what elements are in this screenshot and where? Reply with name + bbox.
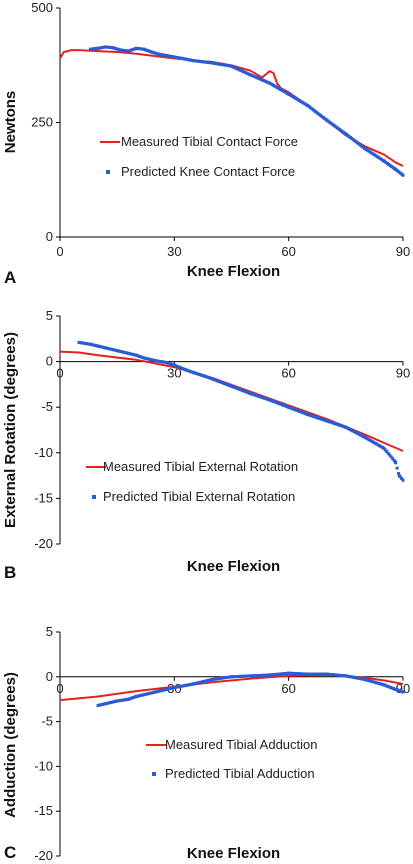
y-tick-label: 5 [46,308,53,323]
y-tick-label: 0 [46,354,53,369]
predicted-point [386,451,390,455]
predicted-point [394,461,398,465]
y-tick-label: -20 [34,536,53,551]
predicted-point [401,173,405,177]
y-axis-title: Newtons [2,91,19,154]
y-tick-label: -10 [34,758,53,773]
predicted-point [389,455,393,459]
predicted-point [401,690,405,694]
chart-panel-a: 0 250 500 0 30 60 90 Knee Flexion Newtons A Measur… [2,0,410,287]
panel-label: B [4,563,16,582]
predicted-point [382,446,386,450]
predicted-point [398,475,402,479]
x-tick-label: 0 [56,366,63,381]
x-tick-label: 30 [167,366,181,381]
legend: Measured Tibial External Rotation Predict… [86,459,298,504]
y-tick-label: -20 [34,848,53,863]
measured-series-line [59,674,404,702]
legend-label-measured: Measured Tibial Contact Force [121,134,298,149]
predicted-point [385,450,389,454]
legend: Measured Tibial Adduction Predicted Tibia… [146,737,317,781]
legend-swatch-predicted [106,170,110,174]
legend-swatch-predicted [152,772,156,776]
predicted-point [388,453,392,457]
y-axis-title: Adduction (degrees) [2,672,19,818]
panel-label: C [4,843,16,862]
x-tick-label: 60 [281,366,295,381]
x-tick-label: 0 [56,681,63,696]
predicted-series [88,45,405,177]
legend-label-predicted: Predicted Tibial External Rotation [103,489,295,504]
predicted-point [391,457,395,461]
panel-label: A [4,268,16,287]
y-tick-label: -5 [41,399,53,414]
y-tick-label: 500 [31,0,53,15]
legend-label-measured: Measured Tibial External Rotation [103,459,298,474]
x-tick-label: 30 [167,244,181,259]
y-tick-label: 5 [46,624,53,639]
measured-series-line [59,350,404,452]
y-tick-label: -15 [34,803,53,818]
y-tick-label: 0 [46,229,53,244]
predicted-series [96,671,405,707]
predicted-series [77,340,405,482]
y-tick-label: -10 [34,445,53,460]
x-tick-label: 0 [56,244,63,259]
predicted-point [397,471,401,475]
x-tick-label: 60 [281,681,295,696]
predicted-point [383,448,387,452]
x-tick-label: 90 [396,244,410,259]
x-axis-title: Knee Flexion [187,845,280,862]
y-tick-label: 0 [46,669,53,684]
y-tick-label: -5 [41,714,53,729]
x-axis-title: Knee Flexion [187,558,280,575]
predicted-point [401,478,405,482]
x-axis-title: Knee Flexion [187,263,280,280]
predicted-point [400,476,404,480]
x-tick-label: 90 [396,366,410,381]
legend-label-predicted: Predicted Knee Contact Force [121,164,295,179]
x-tick-label: 60 [281,244,295,259]
legend-label-measured: Measured Tibial Adduction [165,737,317,752]
y-tick-label: 250 [31,115,53,130]
legend-swatch-predicted [92,495,96,499]
chart-panel-b: 5 0 -5 -10 -15 -20 0 30 60 90 Knee Flexion External… [2,308,410,582]
legend-label-predicted: Predicted Tibial Adduction [165,766,315,781]
predicted-point [392,458,396,462]
legend: Measured Tibial Contact Force Predicted K… [100,134,298,179]
y-axis-title: External Rotation (degrees) [2,332,19,528]
predicted-point [395,466,399,470]
y-tick-label: -15 [34,490,53,505]
